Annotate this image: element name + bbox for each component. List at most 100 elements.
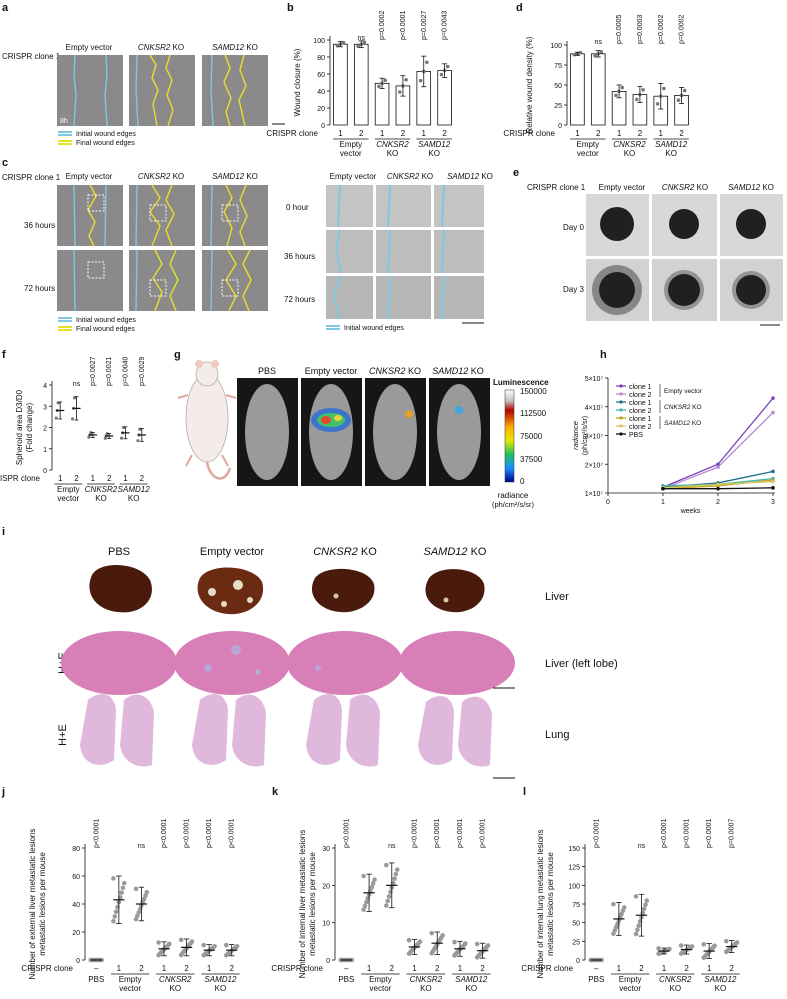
legend-final: Final wound edges: [76, 326, 135, 333]
group-label: Empty: [339, 140, 362, 149]
series-point: [771, 396, 775, 400]
crispr-clone1-label: CRISPR clone 1: [527, 183, 586, 192]
data-point: [734, 940, 740, 945]
group-label: KO: [665, 149, 677, 158]
y-tick-label: 10: [322, 921, 330, 928]
header-empty-vector: Empty vector: [200, 546, 265, 558]
data-point: [178, 937, 184, 943]
data-point: [445, 64, 450, 69]
legend-label: clone 1: [629, 400, 652, 407]
series-point: [771, 486, 775, 490]
x-tick-label: 2: [729, 964, 734, 973]
group-label: KO: [215, 984, 227, 993]
x-tick-label: 1: [207, 964, 212, 973]
y-axis-label: metastatic lesions per mouse: [546, 852, 555, 956]
data-point: [394, 867, 400, 872]
colorbar-tick: 37500: [520, 455, 543, 464]
y-tick-label: 4×10⁷: [585, 405, 604, 412]
group-label: SAMD12: [418, 140, 451, 149]
bar: [374, 82, 390, 126]
x-tick-label: –: [594, 964, 599, 973]
crispr-clone-label: CRISPR clone: [266, 129, 318, 138]
legend-label: PBS: [629, 432, 643, 439]
data-point: [384, 862, 389, 868]
panel-letter-c: c: [2, 157, 8, 169]
wound-image: [129, 185, 195, 246]
legend-group: SAMD12 KO: [664, 420, 701, 427]
zoom-box: [221, 279, 239, 297]
bar: [353, 43, 369, 126]
data-point: [392, 876, 397, 881]
group-label: KO: [715, 984, 727, 993]
panel-g: PBS Empty vector CNKSR2 KO SAMD12 KO: [177, 360, 549, 509]
x-tick-label: 1: [91, 474, 96, 483]
x-tick-label: 1: [367, 964, 372, 973]
chart-j-external-liver-lesions: 0 20 40 60 80 Number of external liver metast…: [21, 819, 240, 993]
group-label: Empty: [619, 975, 642, 984]
data-point: [393, 871, 399, 877]
significance-annotation: p<0.0001: [434, 819, 441, 848]
data-point: [383, 78, 388, 83]
significance-annotation: p=0.0002: [679, 15, 686, 44]
data-point: [385, 898, 390, 904]
y-axis-label: radiance: [571, 421, 580, 450]
y-tick-label: 25: [572, 939, 580, 946]
header-samd12-ko: SAMD12 KO: [728, 183, 774, 192]
initial-edge-line: [135, 54, 139, 127]
group-label: CNKSR2: [659, 975, 692, 984]
x-tick-label: 2: [359, 129, 364, 138]
liver-photo-cnksr2: [311, 568, 375, 613]
panel-letter-k: k: [272, 786, 279, 798]
data-point: [620, 85, 625, 90]
group-label: vector: [577, 149, 599, 158]
group-label: KO: [170, 984, 182, 993]
data-point: [429, 930, 435, 936]
group-label: KO: [387, 149, 399, 158]
data-point: [369, 884, 375, 890]
colorbar-units: radiance: [498, 491, 529, 500]
x-tick-label: 1: [162, 964, 167, 973]
data-point: [121, 425, 126, 430]
y-tick-label: 0: [43, 468, 47, 475]
zoom-box: [87, 194, 105, 212]
colorbar-tick: 0: [520, 477, 525, 486]
series-point: [771, 410, 775, 415]
stain-label: H+E: [57, 724, 69, 746]
y-axis-label: (ph/cm²/s/sr): [582, 416, 589, 455]
zoom-header-cnksr2-ko: CNKSR2 KO: [387, 172, 433, 181]
colorbar-tick: 150000: [520, 387, 547, 396]
crispr-clone-label: CRISPR clone: [521, 964, 573, 973]
significance-annotation: p=0.0007: [729, 819, 736, 848]
y-tick-label: 3×10⁷: [585, 434, 604, 441]
x-tick-label: 1: [575, 129, 580, 138]
data-point: [361, 873, 366, 879]
header-samd12-ko: SAMD12 KO: [212, 172, 258, 181]
significance-annotation: p=0.0043: [442, 11, 449, 40]
zoom-header-samd12-ko: SAMD12 KO: [447, 172, 493, 181]
panel-e: CRISPR clone 1 Empty vector CNKSR2 KO SA…: [527, 183, 783, 326]
crispr-clone1-label: CRISPR clone 1: [2, 173, 61, 182]
he-lung-cnksr2: [306, 694, 342, 765]
data-point: [662, 86, 666, 91]
data-point: [377, 84, 381, 89]
y-tick-label: 80: [72, 846, 80, 853]
data-point: [655, 102, 660, 106]
wound-image-empty-vector: [57, 55, 123, 126]
row-label-72h: 72 hours: [24, 284, 55, 293]
legend-label: clone 2: [629, 392, 652, 399]
data-point: [356, 44, 360, 49]
wound-image-cnksr2: [129, 55, 195, 126]
y-axis-label: Number of internal liver metastatic lesi…: [298, 830, 307, 979]
group-label: KO: [670, 984, 682, 993]
chart-f-spheroid-area: 0 1 2 3 4 Spheroid area D3/D0 (Fold change) 1 2 n…: [0, 357, 150, 503]
y-tick-label: 1: [43, 447, 47, 454]
he-liver-cnksr2: [287, 631, 403, 695]
significance-annotation: p<0.0001: [184, 819, 191, 848]
significance-annotation: p<0.0001: [457, 819, 464, 848]
bar: [437, 70, 452, 126]
significance-annotation: p<0.0001: [93, 819, 100, 848]
y-tick-label: 0: [558, 123, 562, 130]
zoom-legend-initial: Initial wound edges: [344, 325, 404, 332]
significance-annotation: p=0.0029: [139, 357, 146, 386]
bar: [333, 43, 348, 126]
